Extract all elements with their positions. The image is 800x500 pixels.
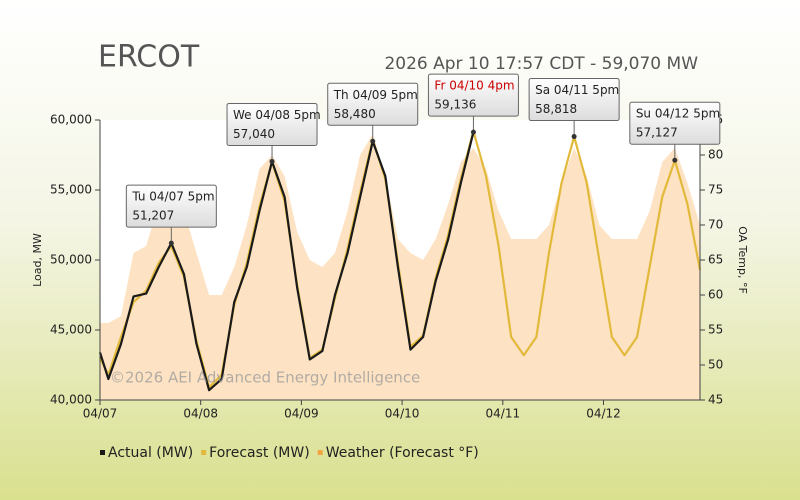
callout-box xyxy=(528,78,620,122)
callout-box xyxy=(629,101,721,145)
callout-date: Su 04/12 5pm xyxy=(636,107,720,121)
y2-tick-label: 45 xyxy=(708,393,723,407)
y-tick-label: 50,000 xyxy=(50,253,92,267)
y-tick-label: 55,000 xyxy=(50,183,92,197)
x-tick-label: 04/10 xyxy=(385,407,420,421)
callout-point xyxy=(168,240,174,246)
y2-axis-label: OA Temp, °F xyxy=(736,226,749,294)
callout-value: 57,127 xyxy=(636,126,678,140)
x-tick-label: 04/09 xyxy=(284,407,319,421)
callout-point xyxy=(672,157,678,163)
callout-value: 58,480 xyxy=(334,107,376,121)
callout-point xyxy=(470,129,476,135)
y2-tick-label: 50 xyxy=(708,358,723,372)
callout-date: Th 04/09 5pm xyxy=(333,88,418,102)
callout-date: Tu 04/07 5pm xyxy=(131,190,214,204)
legend-label: Forecast (MW) xyxy=(209,445,310,461)
legend-label: Weather (Forecast °F) xyxy=(326,445,479,461)
y-axis-label: Load, MW xyxy=(31,233,44,287)
y2-tick-label: 75 xyxy=(708,183,723,197)
callout-box xyxy=(125,184,217,228)
callout-box xyxy=(327,82,419,126)
y2-tick-label: 55 xyxy=(708,323,723,337)
callout-point xyxy=(571,134,577,140)
legend-swatch xyxy=(100,450,105,455)
series-line xyxy=(98,131,475,392)
x-tick-label: 04/12 xyxy=(586,407,621,421)
x-tick-label: 04/08 xyxy=(183,407,218,421)
y-tick-label: 40,000 xyxy=(50,393,92,407)
legend-swatch xyxy=(317,450,323,455)
callout-value: 51,207 xyxy=(132,209,174,223)
chart-title: ERCOT xyxy=(98,40,200,75)
callout-point xyxy=(370,138,376,144)
x-tick-label: 04/11 xyxy=(486,407,521,421)
callout-box xyxy=(427,73,519,117)
callout-value: 59,136 xyxy=(434,98,476,112)
callout-value: 57,040 xyxy=(233,127,275,141)
y2-tick-label: 60 xyxy=(708,288,723,302)
weather-area xyxy=(100,134,700,400)
callout-value: 58,818 xyxy=(535,102,577,116)
callout-date: We 04/08 5pm xyxy=(233,108,321,122)
x-tick-label: 04/07 xyxy=(83,407,118,421)
callout-box xyxy=(226,102,318,146)
legend-label: Actual (MW) xyxy=(108,445,193,461)
chart-subtitle: 2026 Apr 10 17:57 CDT - 59,070 MW xyxy=(384,54,698,74)
y-tick-label: 60,000 xyxy=(50,113,92,127)
callout-date: Sa 04/11 5pm xyxy=(535,83,619,97)
y2-tick-label: 80 xyxy=(708,148,723,162)
y2-tick-label: 65 xyxy=(708,253,723,267)
watermark: ©2026 AEI Advanced Energy Intelligence xyxy=(110,369,420,387)
callout-point xyxy=(269,158,275,164)
y2-tick-label: 70 xyxy=(708,218,723,232)
callout-date: Fr 04/10 4pm xyxy=(434,79,514,93)
y-tick-label: 45,000 xyxy=(50,323,92,337)
legend-swatch xyxy=(201,450,207,455)
